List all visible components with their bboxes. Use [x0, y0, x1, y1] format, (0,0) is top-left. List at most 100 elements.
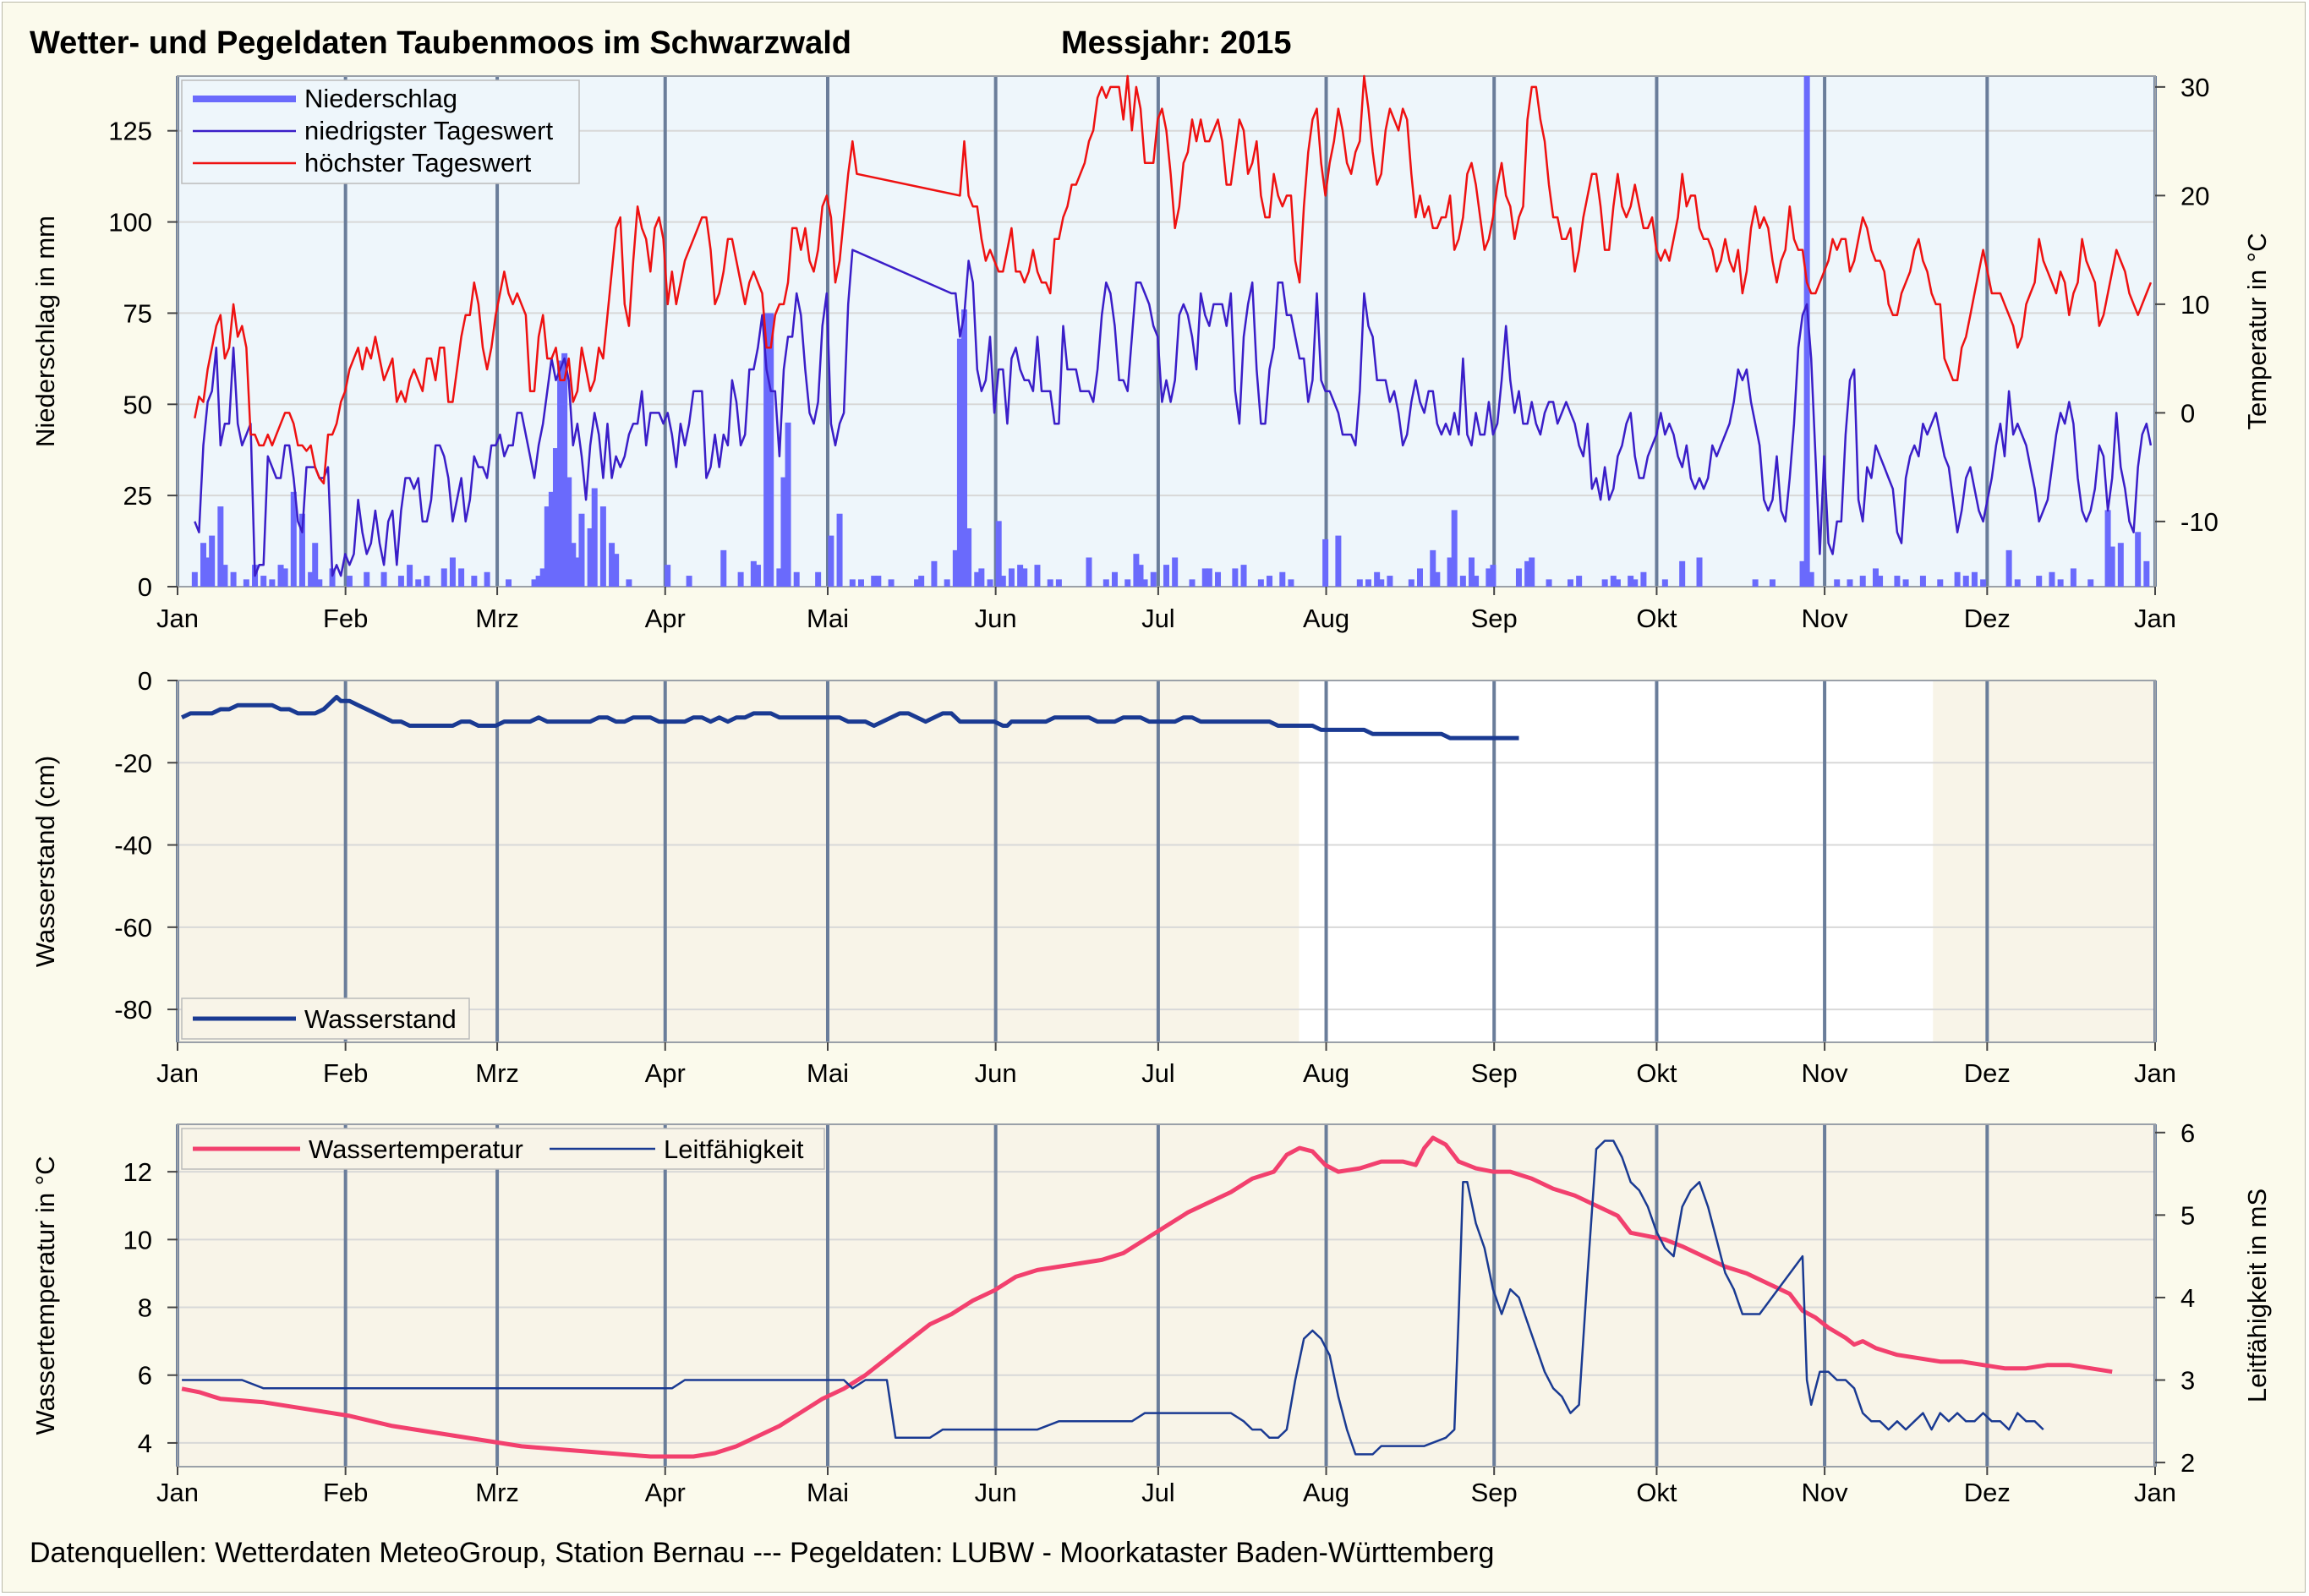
precipitation-bar	[1322, 538, 1329, 587]
precipitation-bar	[2117, 543, 2124, 587]
precipitation-bar	[1288, 579, 1294, 587]
legend: Wassertemperatur Leitfähigkeit	[181, 1128, 825, 1170]
x-tick-label: Jun	[975, 1478, 1017, 1507]
precipitation-bar	[1546, 579, 1552, 587]
y2-tick-label: 2	[2180, 1448, 2195, 1478]
legend-label: niedrigster Tageswert	[304, 116, 553, 145]
precipitation-bar	[544, 506, 550, 587]
y2-axis-label: Leitfähigkeit in mS	[2242, 1189, 2272, 1402]
precipitation-bar	[1679, 560, 1686, 587]
y-tick-label: -20	[114, 748, 152, 778]
x-tick-label: Okt	[1636, 604, 1677, 633]
precipitation-bar	[471, 576, 478, 587]
precipitation-bar	[1086, 557, 1092, 587]
precipitation-bar	[578, 513, 585, 587]
precipitation-bar	[1937, 579, 1944, 587]
precipitation-bar	[1232, 568, 1239, 587]
precipitation-bar	[686, 576, 692, 587]
precipitation-bar	[2014, 579, 2021, 587]
legend: Niederschlag niedrigster Tageswert höchste…	[181, 79, 580, 184]
precipitation-bar	[449, 557, 456, 587]
chart-panel-weather: Jan Feb Mrz Apr Mai Jun Jul Aug Sep Okt Nov Dez Jan0…	[30, 73, 2272, 633]
plot-frame	[177, 1123, 2156, 1468]
precipitation-bar	[1335, 535, 1342, 587]
y2-tick-label: 3	[2180, 1366, 2195, 1396]
x-tick-label: Sep	[1471, 1058, 1518, 1088]
precipitation-bar	[1365, 579, 1371, 587]
x-tick-label: Nov	[1802, 1478, 1849, 1507]
precipitation-bar	[1696, 557, 1703, 587]
precipitation-bar	[1378, 579, 1385, 587]
legend-label: Wasserstand	[304, 1004, 457, 1034]
series-line-temp-min	[194, 249, 2153, 577]
x-tick-label: Jan	[156, 1478, 199, 1507]
x-tick-label: Jan	[156, 604, 199, 633]
x-tick-label: Jul	[1141, 1478, 1175, 1507]
precipitation-bar	[1515, 568, 1522, 587]
y-tick-label: 25	[123, 481, 152, 511]
precipitation-bar	[574, 557, 581, 587]
x-tick-label: Apr	[645, 1478, 686, 1507]
precipitation-bar	[1632, 579, 1639, 587]
precipitation-bar	[552, 448, 559, 587]
precipitation-bar	[1799, 560, 1806, 587]
x-tick-label: Okt	[1636, 1058, 1677, 1088]
precipitation-bar	[1267, 576, 1273, 587]
x-tick-label: Aug	[1303, 604, 1349, 633]
precipitation-bar	[380, 571, 387, 587]
precipitation-bar	[626, 579, 632, 587]
precipitation-bar	[1408, 579, 1414, 587]
precipitation-bar	[1601, 579, 1608, 587]
precipitation-bar	[1356, 579, 1363, 587]
precipitation-bar	[1628, 576, 1634, 587]
precipitation-bar	[205, 557, 211, 587]
precipitation-bar	[1894, 576, 1901, 587]
precipitation-bar	[440, 568, 447, 587]
x-tick-label: Jan	[156, 1058, 199, 1088]
precipitation-bar	[974, 571, 981, 587]
y-tick-label: 8	[138, 1293, 152, 1323]
y2-tick-label: 20	[2180, 181, 2209, 210]
precipitation-bar	[1919, 576, 1926, 587]
precipitation-bar	[1614, 579, 1621, 587]
measurement-year: Messjahr: 2015	[1061, 25, 1292, 61]
x-tick-label: Mrz	[475, 604, 519, 633]
precipitation-bar	[209, 535, 216, 587]
precipitation-bar	[1524, 560, 1531, 587]
y-tick-label: 125	[108, 117, 152, 146]
precipitation-bar	[952, 549, 959, 587]
precipitation-bar	[2049, 571, 2055, 587]
precipitation-bar	[1189, 579, 1196, 587]
precipitation-bar	[230, 571, 237, 587]
precipitation-bar	[888, 579, 895, 587]
precipitation-bar	[282, 568, 288, 587]
chart-title: Wetter- und Pegeldaten Taubenmoos im Sch…	[30, 25, 851, 61]
plot-frame	[177, 680, 2156, 1043]
precipitation-bar	[506, 579, 512, 587]
precipitation-bar	[1769, 579, 1776, 587]
x-tick-label: Mrz	[475, 1478, 519, 1507]
legend-label: Leitfähigkeit	[664, 1134, 804, 1164]
y2-tick-label: 4	[2180, 1283, 2195, 1313]
precipitation-bar	[415, 579, 422, 587]
precipitation-bar	[200, 543, 207, 587]
precipitation-bar	[1201, 568, 1208, 587]
x-tick-label: Sep	[1471, 604, 1518, 633]
precipitation-bar	[1206, 568, 1212, 587]
data-source-footnote: Datenquellen: Wetterdaten MeteoGroup, St…	[30, 1537, 1495, 1569]
precipitation-bar	[763, 313, 770, 587]
precipitation-bar	[1971, 571, 1978, 587]
precipitation-bar	[1872, 568, 1879, 587]
precipitation-bar	[999, 576, 1006, 587]
legend-label: höchster Tageswert	[304, 148, 532, 178]
y-tick-label: 0	[138, 572, 152, 602]
precipitation-bar	[1661, 579, 1668, 587]
precipitation-bar	[1877, 576, 1884, 587]
precipitation-bar	[987, 579, 993, 587]
precipitation-bar	[346, 576, 353, 587]
precipitation-bar	[1803, 76, 1810, 587]
precipitation-bar	[978, 568, 985, 587]
precipitation-bar	[1124, 579, 1131, 587]
precipitation-bar	[609, 543, 616, 587]
